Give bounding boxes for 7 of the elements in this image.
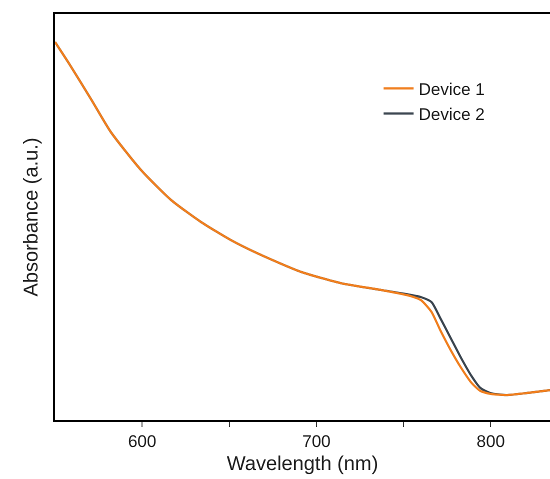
x-axis-title: Wavelength (nm) — [226, 453, 378, 476]
x-tick-label: 600 — [128, 432, 156, 452]
legend-label: Device 1 — [418, 80, 485, 100]
legend-label: Device 2 — [418, 105, 485, 124]
x-tick-label: 700 — [302, 432, 331, 452]
x-tick-label: 800 — [476, 432, 505, 452]
y-axis-title: Absorbance (a.u.) — [20, 138, 42, 296]
